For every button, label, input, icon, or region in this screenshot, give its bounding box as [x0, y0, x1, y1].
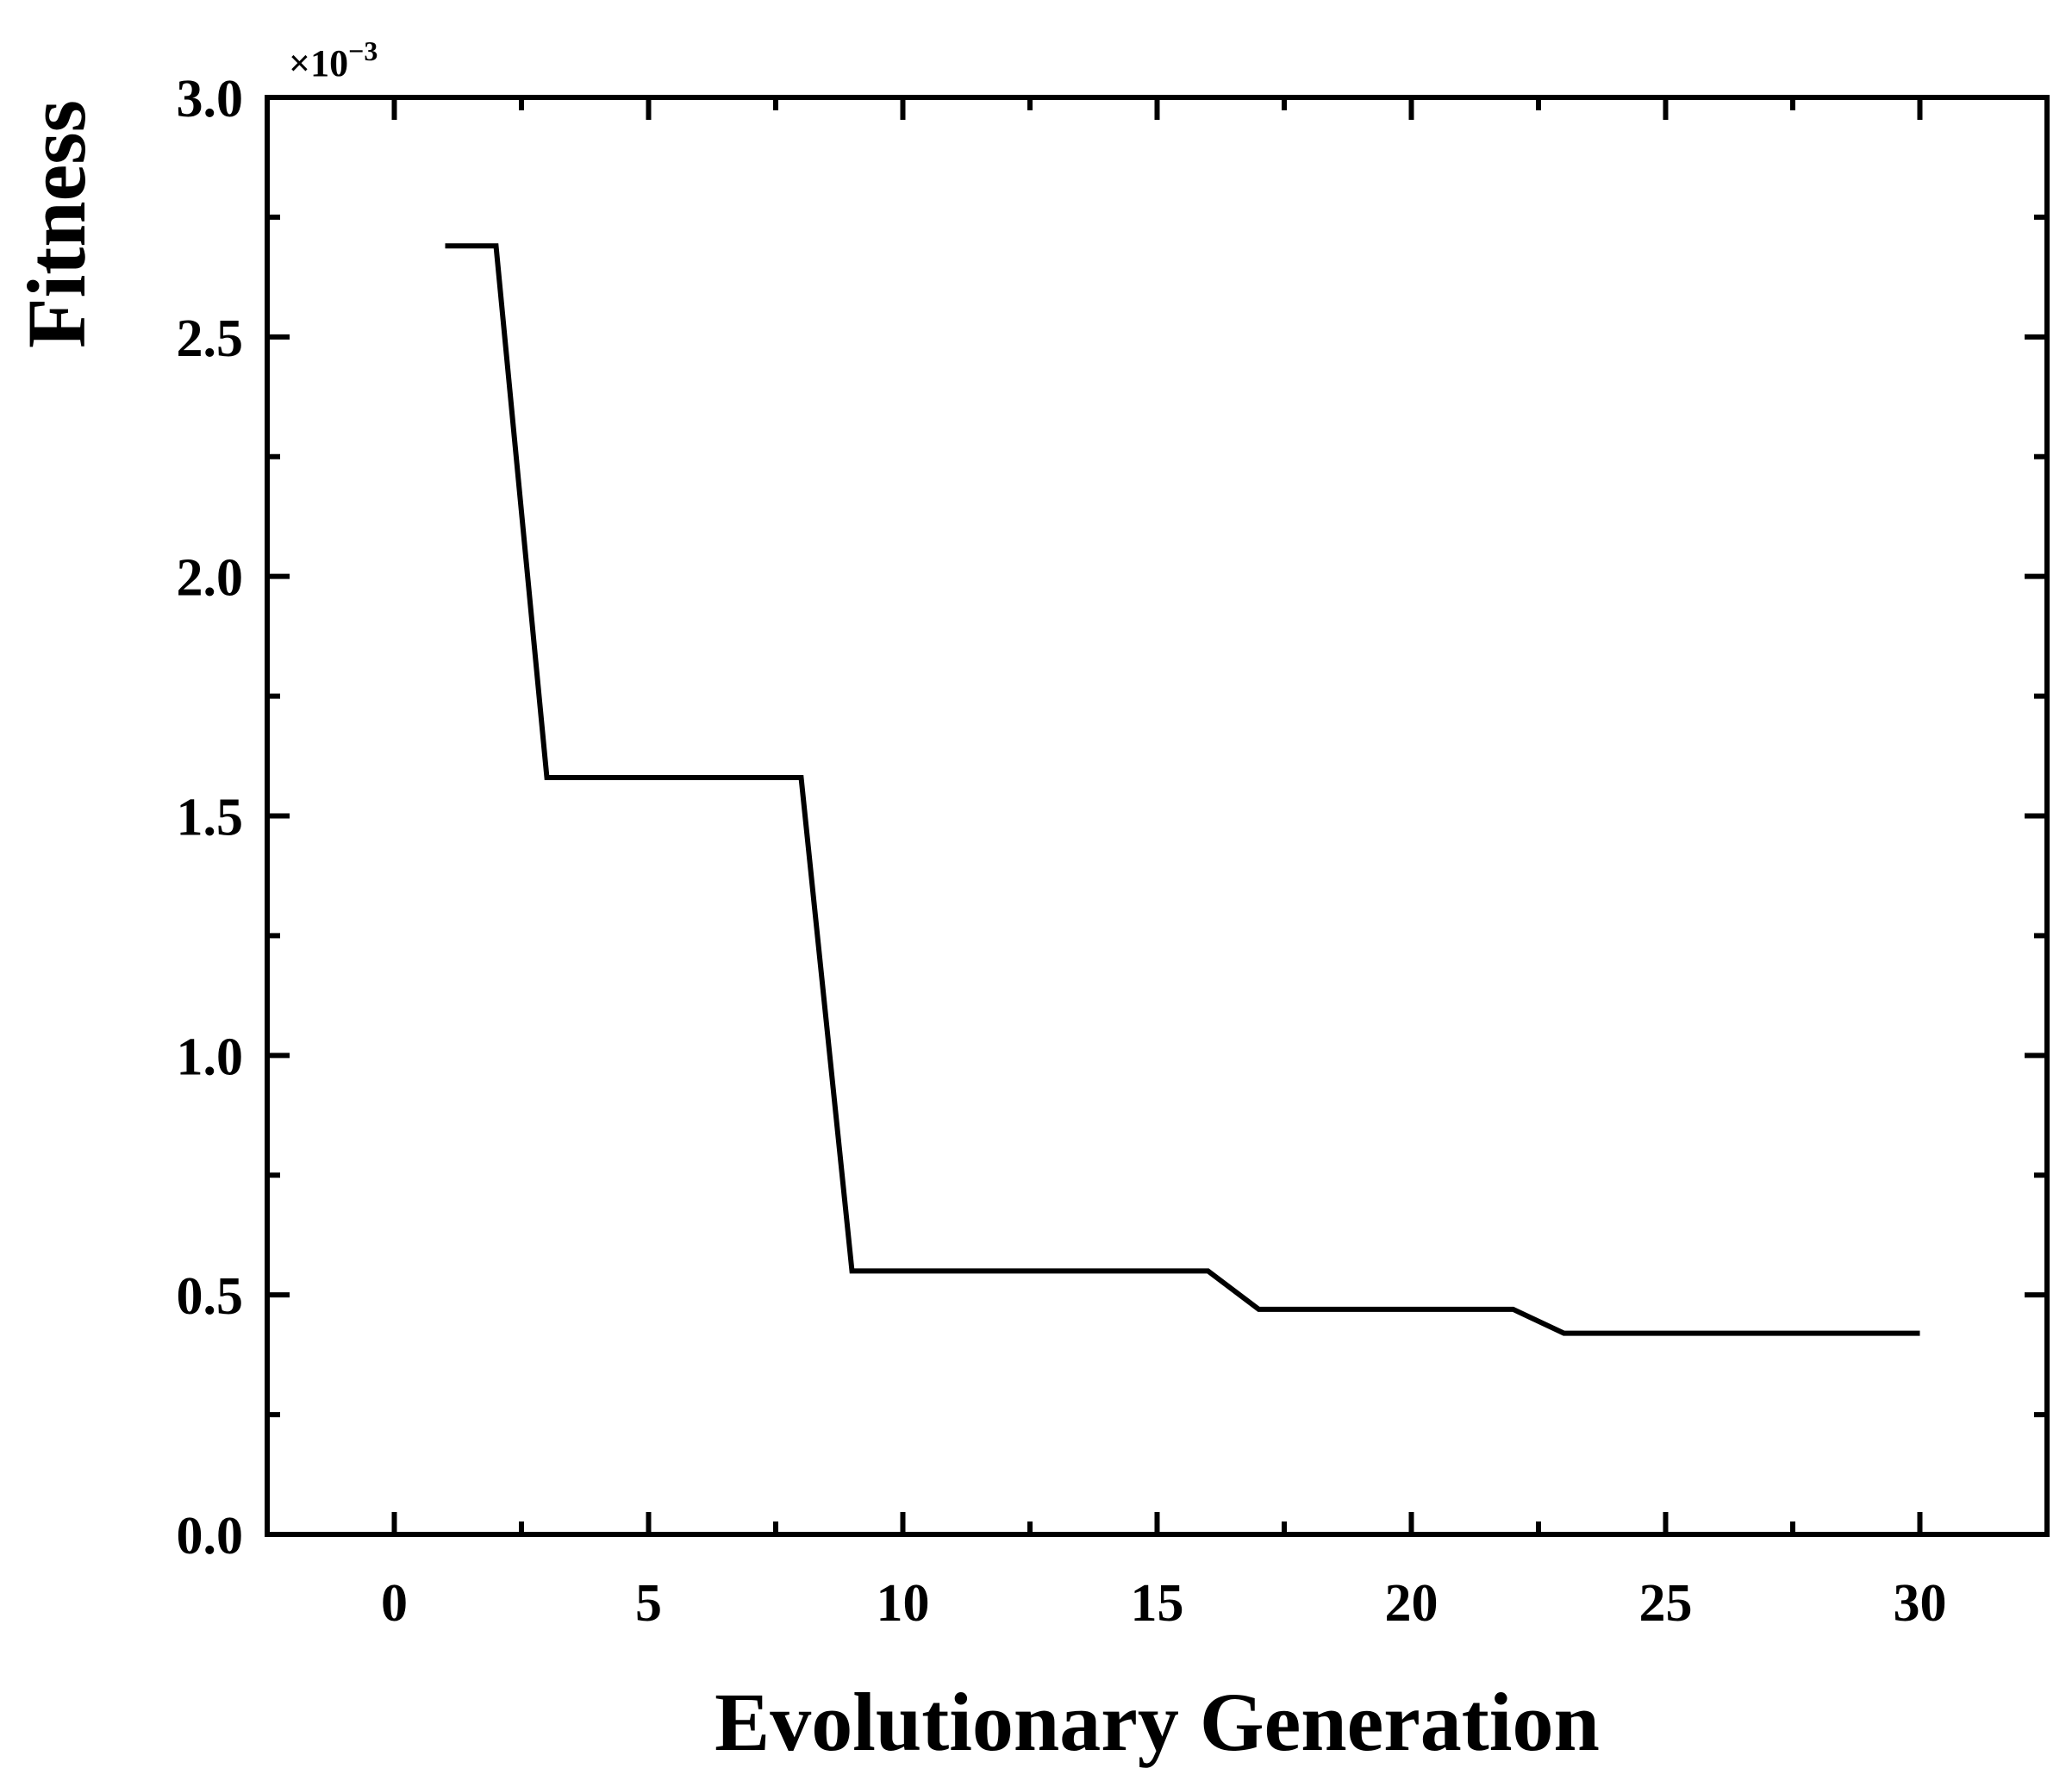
y-axis-multiplier: ×10−3 — [289, 35, 378, 84]
x-tick-label: 20 — [1385, 1574, 1439, 1633]
y-axis-multiplier-base: ×10 — [289, 42, 348, 84]
x-tick-label: 25 — [1639, 1574, 1693, 1633]
fitness-series-line — [445, 243, 1920, 1336]
y-axis-title: Fitness — [10, 100, 103, 348]
y-tick-label: 2.5 — [177, 309, 244, 368]
x-tick-label: 30 — [1894, 1574, 1947, 1633]
tick-marks — [267, 95, 2047, 1537]
y-axis-multiplier-exponent: −3 — [348, 35, 378, 66]
plot-frame — [265, 95, 2050, 1537]
y-tick-label: 1.5 — [177, 789, 244, 847]
y-tick-label: 2.0 — [177, 549, 244, 608]
x-tick-label: 10 — [877, 1574, 930, 1633]
y-tick-label: 0.5 — [177, 1267, 244, 1326]
x-tick-label: 0 — [381, 1574, 408, 1633]
series-layer — [445, 243, 1920, 1336]
y-tick-label: 3.0 — [177, 70, 244, 128]
x-tick-label: 15 — [1131, 1574, 1184, 1633]
y-tick-label: 1.0 — [177, 1028, 244, 1086]
x-tick-label: 5 — [635, 1574, 662, 1633]
x-axis-title: Evolutionary Generation — [715, 1676, 1600, 1768]
y-tick-label: 0.0 — [177, 1507, 244, 1565]
tick-labels: 0 5 10 15 20 25 30 0.0 0.5 1.0 1.5 2.0 2.5 3.0 — [177, 70, 1947, 1633]
